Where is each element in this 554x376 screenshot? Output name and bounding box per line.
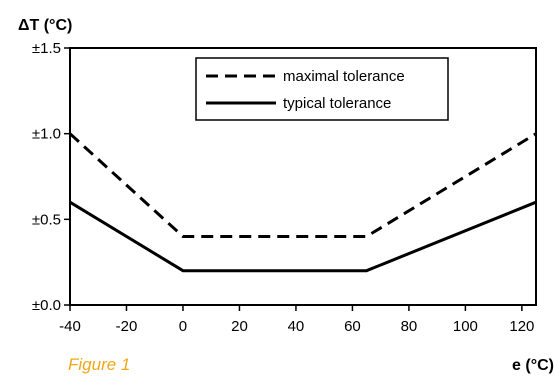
x-tick-label: 100 [453, 318, 478, 335]
legend: maximal tolerance typical tolerance [195, 57, 449, 121]
x-tick-label: 20 [231, 318, 248, 335]
maximal-tolerance-line [68, 132, 537, 238]
x-tick-label: -40 [59, 318, 81, 335]
x-tick-label: 60 [344, 318, 361, 335]
x-tick-label: 120 [509, 318, 534, 335]
legend-label: typical tolerance [283, 95, 391, 112]
x-axis-title: e (°C) [512, 357, 554, 374]
x-axis-ticks: -40 -20 0 20 40 60 80 100 120 [59, 305, 534, 335]
typical-tolerance-line [69, 200, 537, 273]
legend-label: maximal tolerance [283, 68, 405, 85]
figure-caption: Figure 1 [68, 355, 130, 374]
plot-frame [69, 47, 537, 306]
series-layer [68, 132, 537, 273]
y-axis-ticks: ±0.0 ±0.5 ±1.0 ±1.5 [32, 40, 70, 314]
x-tick-label: 40 [288, 318, 305, 335]
x-tick-label: 0 [179, 318, 187, 335]
legend-box [195, 57, 449, 121]
y-tick-label: ±0.0 [32, 297, 61, 314]
y-tick-label: ±0.5 [32, 211, 61, 228]
x-tick-label: -20 [116, 318, 138, 335]
x-tick-label: 80 [401, 318, 418, 335]
y-tick-label: ±1.5 [32, 40, 61, 57]
y-tick-label: ±1.0 [32, 126, 61, 143]
y-axis-title: ΔT (°C) [18, 17, 72, 34]
